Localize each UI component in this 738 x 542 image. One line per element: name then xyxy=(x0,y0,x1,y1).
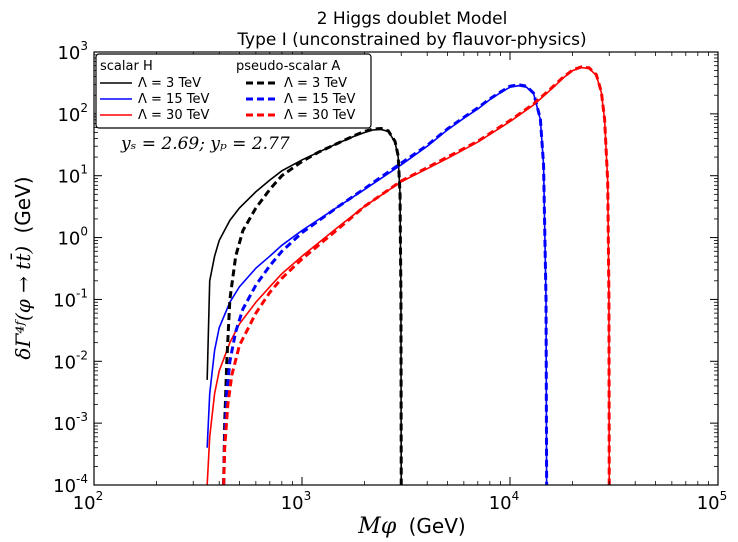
y-tick-label: 10-1 xyxy=(53,286,88,311)
y-tick-exp: -1 xyxy=(76,286,88,300)
y-tick-exp: 0 xyxy=(80,225,88,239)
y-tick-base: 10 xyxy=(53,352,76,373)
y-tick-exp: 1 xyxy=(80,163,88,177)
x-axis-label: Mφ (GeV) xyxy=(357,514,465,539)
x-tick-base: 10 xyxy=(489,493,512,514)
y-tick-exp: 3 xyxy=(80,39,88,53)
x-tick-base: 10 xyxy=(697,493,720,514)
y-tick-base: 10 xyxy=(57,229,80,250)
y-tick-exp: -2 xyxy=(76,348,88,362)
x-tick-exp: 2 xyxy=(96,489,104,503)
x-tick-label: 103 xyxy=(281,489,312,514)
series-line-pseudo-5 xyxy=(222,65,611,486)
y-tick-label: 10-3 xyxy=(53,410,88,435)
x-tick-exp: 3 xyxy=(304,489,312,503)
chart-subtitle: Type I (unconstrained by flauvor-physics… xyxy=(236,30,586,50)
x-tick-exp: 5 xyxy=(720,489,728,503)
x-tick-label: 102 xyxy=(73,489,104,514)
y-axis-label-unit: (GeV) xyxy=(11,176,35,233)
legend-label-pseudo: Λ = 30 TeV xyxy=(284,108,355,123)
coupling-annotation: yₛ = 2.69; yₚ = 2.77 xyxy=(120,134,290,154)
x-tick-label: 105 xyxy=(697,489,728,514)
x-axis-label-math: Mφ xyxy=(357,514,397,539)
x-tick-base: 10 xyxy=(73,493,96,514)
series-layer xyxy=(206,65,611,486)
legend-label-scalar: Λ = 30 TeV xyxy=(138,108,209,123)
plot-frame xyxy=(93,51,719,486)
y-tick-base: 10 xyxy=(53,290,76,311)
legend-header-scalar: scalar H xyxy=(100,59,153,74)
x-tick-exp: 4 xyxy=(512,489,520,503)
y-tick-exp: -4 xyxy=(76,472,88,486)
y-tick-label: 101 xyxy=(57,163,88,188)
x-tick-label: 104 xyxy=(489,489,520,514)
y-tick-base: 10 xyxy=(57,167,80,188)
y-axis-label-math: δΓ⁴ᶠ(φ → tt̄) xyxy=(10,246,35,360)
series-line-pseudo-4 xyxy=(222,83,549,486)
y-tick-label: 103 xyxy=(57,39,88,64)
y-tick-base: 10 xyxy=(53,476,76,497)
x-axis-label-unit: (GeV) xyxy=(409,514,466,538)
y-tick-label: 10-4 xyxy=(53,472,88,497)
y-axis-label: δΓ⁴ᶠ(φ → tt̄) (GeV) xyxy=(10,176,35,359)
legend-label-scalar: Λ = 3 TeV xyxy=(138,76,201,91)
y-tick-exp: 2 xyxy=(80,101,88,115)
legend-label-pseudo: Λ = 3 TeV xyxy=(284,76,347,91)
y-tick-exp: -3 xyxy=(76,410,88,424)
y-tick-base: 10 xyxy=(53,414,76,435)
legend-label-pseudo: Λ = 15 TeV xyxy=(284,92,355,107)
legend-header-pseudo: pseudo-scalar A xyxy=(236,59,340,74)
y-tick-label: 102 xyxy=(57,101,88,126)
y-tick-base: 10 xyxy=(57,105,80,126)
y-tick-base: 10 xyxy=(57,43,80,64)
legend-box xyxy=(95,53,372,129)
x-tick-base: 10 xyxy=(281,493,304,514)
y-tick-label: 100 xyxy=(57,225,88,250)
series-line-pseudo-3 xyxy=(222,126,403,486)
y-tick-label: 10-2 xyxy=(53,348,88,373)
legend-label-scalar: Λ = 15 TeV xyxy=(138,92,209,107)
chart-title: 2 Higgs doublet Model xyxy=(317,9,508,29)
